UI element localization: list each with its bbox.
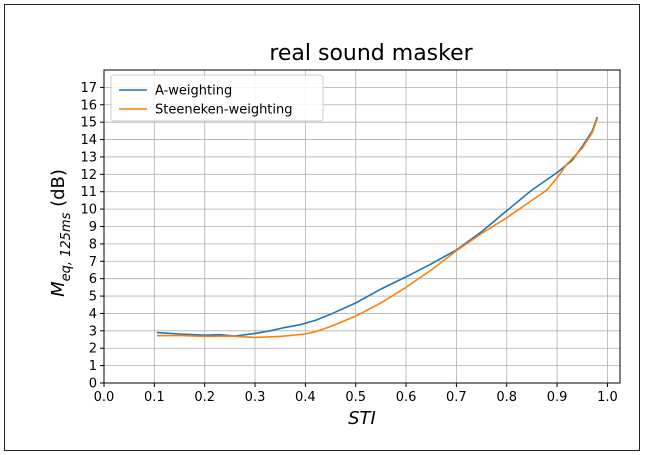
x-tick-label: 0.8: [496, 390, 517, 405]
axis-ticks: 0.0 0.1 0.2 0.3 0.4 0.5 0.6 0.7 0.8 0.9 1.00123456…: [80, 81, 617, 405]
y-tick-label: 5: [89, 290, 97, 305]
y-tick-label: 17: [80, 81, 97, 96]
x-tick-label: 0.7: [446, 390, 467, 405]
y-tick-label: 9: [89, 220, 97, 235]
y-tick-label: 3: [89, 324, 97, 339]
x-tick-label: 0.9: [547, 390, 568, 405]
y-tick-label: 10: [80, 203, 97, 218]
legend-box: [110, 74, 324, 122]
y-axis-label-main: M: [48, 281, 69, 297]
x-tick-label: 0.6: [396, 390, 417, 405]
y-tick-label: 11: [80, 185, 97, 200]
y-tick-label: 16: [80, 98, 97, 113]
x-axis-label: STI: [348, 408, 376, 429]
y-tick-label: 4: [89, 307, 97, 322]
x-tick-label: 0.1: [144, 390, 165, 405]
y-tick-label: 7: [89, 255, 97, 270]
series-layer: [156, 116, 599, 339]
x-tick-label: 0.0: [94, 390, 115, 405]
y-tick-label: 12: [80, 168, 97, 183]
y-tick-label: 2: [89, 342, 97, 357]
x-tick-label: 0.3: [245, 390, 266, 405]
legend-label: Steeneken-weighting: [155, 103, 293, 118]
legend: A-weighting Steeneken-weighting: [110, 74, 324, 122]
y-tick-label: 6: [89, 272, 97, 287]
y-axis-label: Meq, 125ms (dB): [48, 169, 74, 297]
y-axis-label-subscript: eq, 125ms: [59, 212, 74, 281]
y-tick-label: 1: [89, 359, 97, 374]
series-line-steeneken-weighting: [156, 118, 599, 339]
y-tick-label: 8: [89, 237, 97, 252]
y-tick-label: 14: [80, 133, 97, 148]
x-tick-label: 1.0: [597, 390, 618, 405]
y-tick-label: 0: [89, 377, 97, 392]
y-tick-label: 13: [80, 150, 97, 165]
x-tick-label: 0.5: [345, 390, 366, 405]
y-tick-label: 15: [80, 116, 97, 131]
y-axis-label-unit-text: (dB): [48, 169, 69, 207]
x-tick-label: 0.4: [295, 390, 316, 405]
chart-title: real sound masker: [269, 41, 473, 66]
legend-label: A-weighting: [155, 84, 232, 99]
y-axis-label-unit: (dB): [48, 169, 69, 213]
x-tick-label: 0.2: [194, 390, 215, 405]
